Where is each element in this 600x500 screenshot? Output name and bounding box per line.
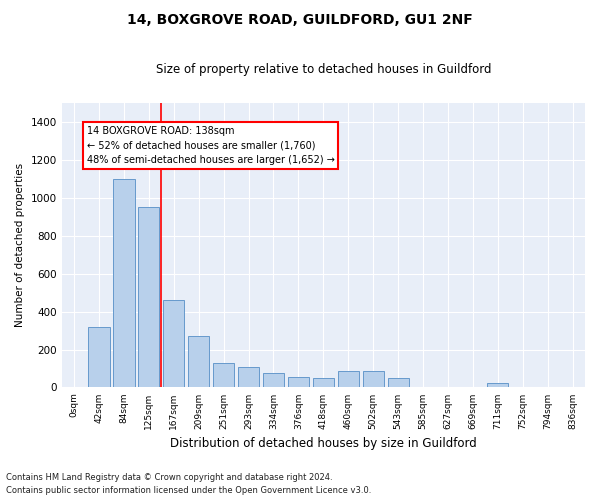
Bar (213, 363, 234, 388)
Bar (163, 300, 184, 388)
X-axis label: Distribution of detached houses by size in Guildford: Distribution of detached houses by size … (170, 437, 477, 450)
Bar (113, 179, 134, 388)
Text: Contains HM Land Registry data © Crown copyright and database right 2024.
Contai: Contains HM Land Registry data © Crown c… (6, 474, 371, 495)
Y-axis label: Number of detached properties: Number of detached properties (15, 163, 25, 328)
Text: 14, BOXGROVE ROAD, GUILDFORD, GU1 2NF: 14, BOXGROVE ROAD, GUILDFORD, GU1 2NF (127, 12, 473, 26)
Bar (263, 373, 284, 388)
Bar (88, 327, 110, 388)
Title: Size of property relative to detached houses in Guildford: Size of property relative to detached ho… (155, 62, 491, 76)
Bar (238, 366, 259, 388)
Bar (288, 377, 309, 388)
Bar (138, 208, 160, 388)
Text: 14 BOXGROVE ROAD: 138sqm
← 52% of detached houses are smaller (1,760)
48% of sem: 14 BOXGROVE ROAD: 138sqm ← 52% of detach… (86, 126, 334, 166)
Bar (188, 336, 209, 388)
Bar (313, 378, 334, 388)
Bar (338, 372, 359, 388)
Bar (362, 372, 384, 388)
Bar (487, 382, 508, 388)
Bar (388, 378, 409, 388)
